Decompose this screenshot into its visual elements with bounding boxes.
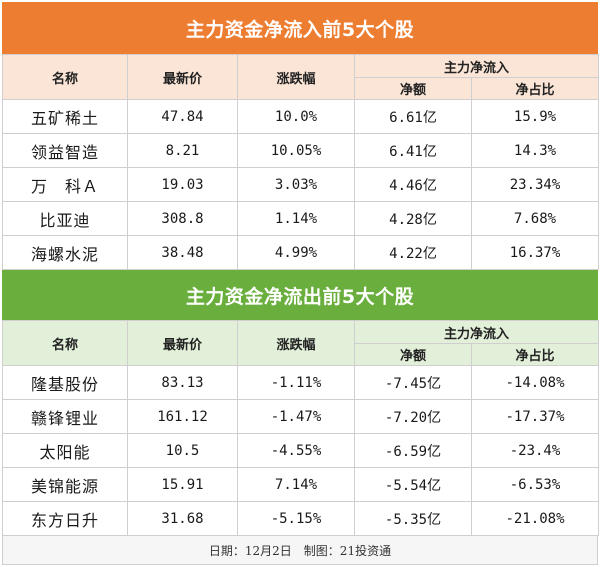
stock-net: -6.59亿 (354, 433, 472, 468)
header-price: 最新价 (127, 54, 238, 100)
table-row: 五矿稀土 47.84 10.0% 6.61亿 15.9% (2, 99, 600, 134)
header-ratio: 净占比 (470, 77, 600, 100)
stock-ratio: -6.53% (470, 467, 600, 502)
table-row: 海螺水泥 38.48 4.99% 4.22亿 16.37% (2, 235, 600, 270)
stock-ratio: 15.9% (470, 99, 600, 134)
inflow-title: 主力资金净流入前5大个股 (2, 2, 598, 54)
header-price: 最新价 (127, 320, 238, 366)
stock-name: 海螺水泥 (2, 235, 128, 270)
stock-net: 4.46亿 (354, 167, 472, 202)
footer-credit: 日期：12月2日 制图：21投资通 (2, 536, 598, 565)
header-ratio: 净占比 (470, 343, 600, 366)
header-change: 涨跌幅 (237, 320, 355, 366)
stock-ratio: 23.34% (470, 167, 600, 202)
stock-name: 美锦能源 (2, 467, 128, 502)
stock-change: 4.99% (237, 235, 355, 270)
stock-ratio: -14.08% (470, 365, 600, 400)
stock-change: 7.14% (237, 467, 355, 502)
table-row: 领益智造 8.21 10.05% 6.41亿 14.3% (2, 133, 600, 168)
table-row: 万 科Ａ 19.03 3.03% 4.46亿 23.34% (2, 167, 600, 202)
stock-net: 6.61亿 (354, 99, 472, 134)
header-change: 涨跌幅 (237, 54, 355, 100)
stock-net: -7.45亿 (354, 365, 472, 400)
stock-ratio: 16.37% (470, 235, 600, 270)
stock-name: 五矿稀土 (2, 99, 128, 134)
header-main-inflow-group: 主力净流入 (353, 54, 600, 78)
stock-ratio: -17.37% (470, 399, 600, 434)
stock-change: -4.55% (237, 433, 355, 468)
stock-price: 31.68 (127, 501, 238, 536)
stock-price: 38.48 (127, 235, 238, 270)
table-row: 隆基股份 83.13 -1.11% -7.45亿 -14.08% (2, 365, 600, 400)
stock-ratio: 14.3% (470, 133, 600, 168)
stock-change: 10.0% (237, 99, 355, 134)
stock-change: 10.05% (237, 133, 355, 168)
stock-name: 隆基股份 (2, 365, 128, 400)
stock-price: 8.21 (127, 133, 238, 168)
stock-price: 161.12 (127, 399, 238, 434)
stock-name: 领益智造 (2, 133, 128, 168)
table-row: 东方日升 31.68 -5.15% -5.35亿 -21.08% (2, 501, 600, 536)
stock-price: 83.13 (127, 365, 238, 400)
stock-ratio: 7.68% (470, 201, 600, 236)
inflow-table: 名称 最新价 涨跌幅 主力净流入 净额 净占比 五矿稀土 47.84 10.0%… (2, 54, 600, 270)
stock-price: 15.91 (127, 467, 238, 502)
stock-price: 10.5 (127, 433, 238, 468)
stock-ratio: -21.08% (470, 501, 600, 536)
stock-net: 6.41亿 (354, 133, 472, 168)
stock-name: 万 科Ａ (2, 167, 128, 202)
stock-change: 1.14% (237, 201, 355, 236)
header-main-inflow-group: 主力净流入 (353, 320, 600, 344)
stock-price: 19.03 (127, 167, 238, 202)
stock-net: -7.20亿 (354, 399, 472, 434)
stock-ratio: -23.4% (470, 433, 600, 468)
stock-name: 东方日升 (2, 501, 128, 536)
table-row: 美锦能源 15.91 7.14% -5.54亿 -6.53% (2, 467, 600, 502)
outflow-table: 名称 最新价 涨跌幅 主力净流入 净额 净占比 隆基股份 83.13 -1.11… (2, 320, 600, 536)
stock-name: 太阳能 (2, 433, 128, 468)
stock-change: -1.11% (237, 365, 355, 400)
header-net: 净额 (354, 77, 472, 100)
stock-name: 赣锋锂业 (2, 399, 128, 434)
stock-net: 4.22亿 (354, 235, 472, 270)
stock-net: -5.35亿 (354, 501, 472, 536)
stock-change: -5.15% (237, 501, 355, 536)
header-name: 名称 (2, 320, 128, 366)
header-net: 净额 (354, 343, 472, 366)
header-name: 名称 (2, 54, 128, 100)
stock-net: -5.54亿 (354, 467, 472, 502)
table-row: 比亚迪 308.8 1.14% 4.28亿 7.68% (2, 201, 600, 236)
stock-change: 3.03% (237, 167, 355, 202)
stock-net: 4.28亿 (354, 201, 472, 236)
stock-price: 47.84 (127, 99, 238, 134)
table-row: 太阳能 10.5 -4.55% -6.59亿 -23.4% (2, 433, 600, 468)
stock-price: 308.8 (127, 201, 238, 236)
table-row: 赣锋锂业 161.12 -1.47% -7.20亿 -17.37% (2, 399, 600, 434)
stock-name: 比亚迪 (2, 201, 128, 236)
stock-change: -1.47% (237, 399, 355, 434)
outflow-title: 主力资金净流出前5大个股 (2, 270, 598, 320)
